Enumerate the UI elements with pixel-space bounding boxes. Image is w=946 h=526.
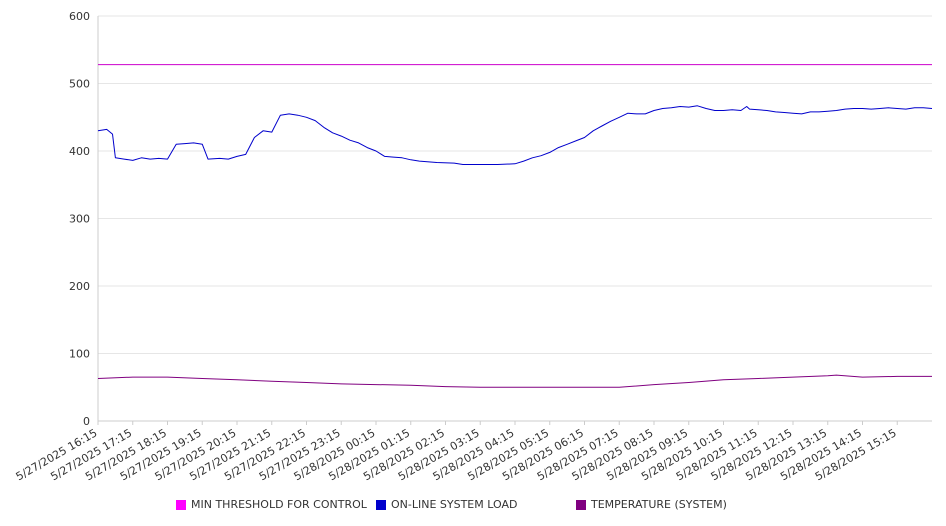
axes (97, 16, 932, 425)
y-tick-label: 100 (69, 348, 90, 361)
legend-label-min-threshold: MIN THRESHOLD FOR CONTROL (191, 498, 367, 511)
series-lines (97, 64, 933, 388)
y-tick-labels: 0 100 200 300 400 500 600 (69, 10, 90, 428)
x-tick-labels: 5/27/2025 16:155/27/2025 17:155/27/2025 … (14, 426, 899, 483)
y-tick-label: 400 (69, 145, 90, 158)
y-tick-label: 500 (69, 78, 90, 91)
legend-swatch-min-threshold (176, 499, 186, 510)
legend: MIN THRESHOLD FOR CONTROL ON-LINE SYSTEM… (0, 498, 946, 514)
legend-swatch-system-load (376, 499, 386, 510)
legend-label-system-load: ON-LINE SYSTEM LOAD (391, 498, 518, 511)
series-line-temperature (97, 374, 932, 388)
y-tick-label: 300 (69, 213, 90, 226)
y-tick-label: 600 (69, 10, 90, 23)
series-line-system-load (97, 105, 933, 165)
legend-item-system-load[interactable]: ON-LINE SYSTEM LOAD (376, 498, 517, 511)
legend-label-temperature: TEMPERATURE (SYSTEM) (591, 498, 727, 511)
legend-item-temperature[interactable]: TEMPERATURE (SYSTEM) (576, 498, 727, 511)
y-tick-label: 200 (69, 280, 90, 293)
grid-lines (98, 15, 932, 422)
legend-item-min-threshold[interactable]: MIN THRESHOLD FOR CONTROL (176, 498, 367, 511)
y-tick-label: 0 (83, 415, 90, 428)
legend-swatch-temperature (576, 499, 586, 510)
